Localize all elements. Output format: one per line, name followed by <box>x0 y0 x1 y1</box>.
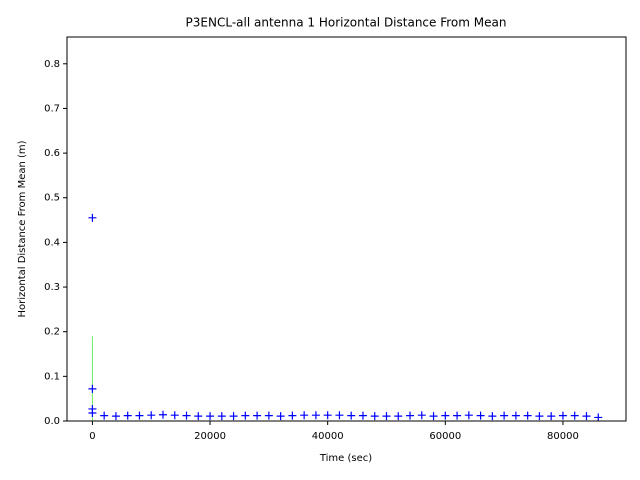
y-tick-label: 0.7 <box>44 103 60 114</box>
data-point <box>253 411 262 420</box>
data-point <box>335 411 344 420</box>
data-point <box>417 411 426 420</box>
data-point <box>217 412 226 421</box>
data-point <box>264 411 273 420</box>
data-point <box>88 213 97 222</box>
data-point <box>206 412 215 421</box>
data-point <box>241 411 250 420</box>
y-tick-label: 0.5 <box>44 193 60 204</box>
data-point <box>147 411 156 420</box>
data-point <box>194 412 203 421</box>
plot-frame <box>66 36 627 422</box>
data-point <box>406 411 415 420</box>
data-point <box>300 411 309 420</box>
data-point <box>170 411 179 420</box>
data-point <box>488 412 497 421</box>
x-axis-label: Time (sec) <box>319 453 372 464</box>
data-point <box>511 411 520 420</box>
data-point <box>594 413 603 422</box>
data-point <box>182 411 191 420</box>
data-point <box>111 412 120 421</box>
data-point <box>547 412 556 421</box>
data-point <box>394 412 403 421</box>
chart-title: P3ENCL-all antenna 1 Horizontal Distance… <box>186 16 507 30</box>
data-point <box>476 411 485 420</box>
y-tick-label: 0.4 <box>44 237 60 248</box>
data-point <box>158 410 167 419</box>
data-point <box>288 411 297 420</box>
data-point <box>88 408 97 417</box>
data-point <box>441 411 450 420</box>
data-point <box>311 411 320 420</box>
data-point <box>229 412 238 421</box>
data-point <box>570 411 579 420</box>
data-point <box>453 411 462 420</box>
data-point <box>100 411 109 420</box>
data-point <box>500 411 509 420</box>
y-tick-label: 0.8 <box>44 59 60 70</box>
data-point <box>123 411 132 420</box>
data-point <box>323 411 332 420</box>
data-point <box>429 412 438 421</box>
data-point <box>582 412 591 421</box>
y-tick-label: 0.3 <box>44 282 60 293</box>
x-tick-label: 0 <box>89 431 95 442</box>
y-tick-label: 0.6 <box>44 148 60 159</box>
data-point <box>358 411 367 420</box>
y-axis-label: Horizontal Distance From Mean (m) <box>17 140 28 317</box>
x-tick-label: 40000 <box>312 431 344 442</box>
data-point <box>370 412 379 421</box>
data-point <box>347 411 356 420</box>
data-point <box>523 411 532 420</box>
data-point <box>535 412 544 421</box>
data-point <box>558 411 567 420</box>
data-point <box>276 412 285 421</box>
y-tick-label: 0.2 <box>44 327 60 338</box>
y-tick-label: 0.0 <box>44 416 60 427</box>
x-tick-label: 80000 <box>547 431 579 442</box>
data-point <box>382 412 391 421</box>
x-tick-label: 60000 <box>429 431 461 442</box>
data-point <box>135 411 144 420</box>
x-tick-label: 20000 <box>194 431 226 442</box>
y-tick-label: 0.1 <box>44 371 60 382</box>
data-point <box>464 411 473 420</box>
data-point <box>88 384 97 393</box>
